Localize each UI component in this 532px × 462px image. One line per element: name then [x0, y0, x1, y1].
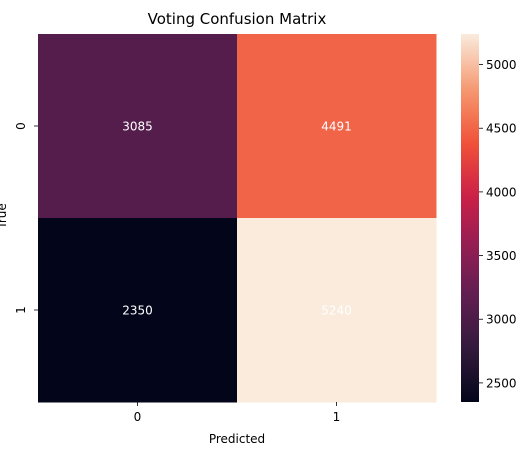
- y-axis-label: True: [0, 203, 9, 230]
- heatmap-axes: 0 1 0 1: [14, 122, 340, 424]
- colorbar-tick-label: 4500: [486, 122, 517, 136]
- heatmap-cell-0-1: [237, 34, 437, 219]
- colorbar-tick-label: 4000: [486, 185, 517, 199]
- colorbar-tick-label: 2500: [486, 376, 517, 390]
- colorbar-gradient: [461, 34, 479, 402]
- heatmap-cell-1-0: [38, 218, 238, 403]
- colorbar-tick-label: 3500: [486, 249, 517, 263]
- y-tick-label: 1: [14, 306, 28, 314]
- colorbar-tick-label: 3000: [486, 313, 517, 327]
- colorbar: 2500 3000 3500 4000 4500 5000: [461, 34, 517, 402]
- colorbar-tick-label: 5000: [486, 58, 517, 72]
- chart-title: Voting Confusion Matrix: [148, 10, 327, 28]
- x-axis-label: Predicted: [209, 432, 265, 446]
- cell-value-label-0-0: 3085: [122, 120, 153, 134]
- x-tick-label: 1: [333, 410, 341, 424]
- heatmap-cell-0-0: [38, 34, 238, 219]
- cell-value-label-1-0: 2350: [122, 304, 153, 318]
- x-tick-label: 0: [134, 410, 142, 424]
- cell-value-label-0-1: 4491: [321, 120, 352, 134]
- heatmap-cells: 3085 4491 2350 5240: [38, 34, 437, 403]
- y-tick-label: 0: [14, 122, 28, 130]
- heatmap-cell-1-1: [237, 218, 437, 403]
- cell-value-label-1-1: 5240: [321, 304, 352, 318]
